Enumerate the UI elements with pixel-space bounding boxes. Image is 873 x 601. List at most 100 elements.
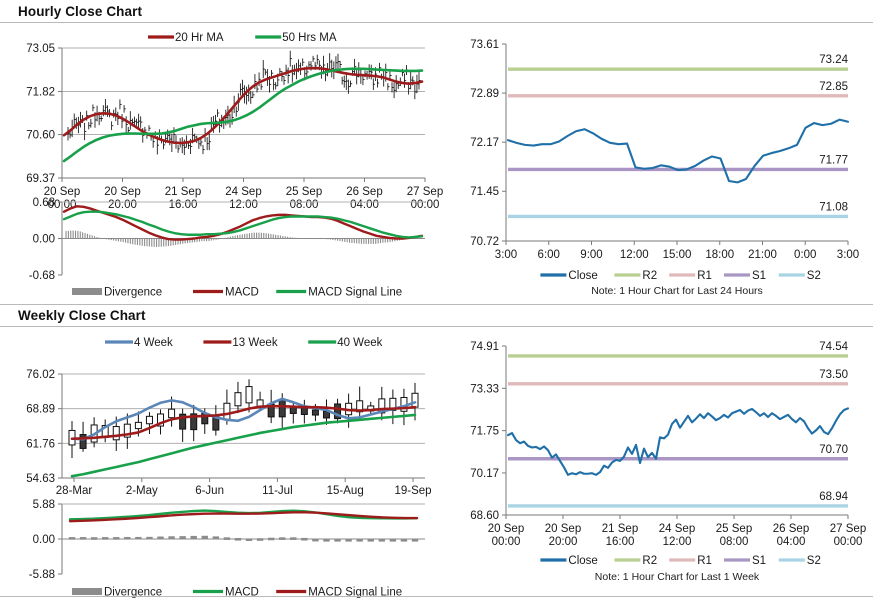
divergence-bar (201, 535, 208, 539)
weekly-title-text: Weekly Close Chart (18, 308, 146, 323)
hourly-pivot-axis: 70.72 71.45 72.17 72.89 73.61 (470, 39, 848, 248)
hourly-pivot-chart[interactable]: 70.72 71.45 72.17 72.89 73.61 73.24 72.85 71.77… (440, 26, 873, 301)
x-axis-date-label: 21 Sep (602, 523, 638, 535)
y-axis-label: 71.45 (470, 186, 499, 198)
pivot-label-r1: 72.85 (819, 81, 848, 93)
hourly-close-chart-canvas[interactable]: 20 Hr MA 50 Hrs MA 69.37 70.60 71.82 73.05 20 … (0, 26, 443, 301)
divergence-bar (146, 536, 153, 540)
x-axis-label: 9:00 (580, 249, 602, 261)
series-line-macd-signal-line (62, 210, 424, 239)
legend-label-13-week: 13 Week (232, 337, 277, 349)
hourly-section-title: Hourly Close Chart (18, 4, 142, 19)
hourly-pivot-chart-canvas[interactable]: 70.72 71.45 72.17 72.89 73.61 73.24 72.85 71.77… (440, 26, 873, 301)
divergence-bar (179, 536, 186, 539)
series-line-13-week (70, 404, 417, 441)
series-line-4-week (70, 397, 417, 441)
y-axis-label: 73.33 (470, 383, 499, 395)
x-axis-date-label: 27 Sep (407, 186, 443, 198)
x-axis-date-label: 25 Sep (716, 523, 752, 535)
y-axis-label: 70.17 (470, 468, 499, 480)
series-line-40-week (70, 413, 417, 478)
legend-label-50-hrs-ma: 50 Hrs MA (282, 32, 337, 44)
series-line-20-hr-ma (62, 66, 424, 145)
weekly-pivot-chart[interactable]: 68.60 70.17 71.75 73.33 74.91 74.54 73.50 70.70… (440, 330, 873, 598)
legend-label-macd: MACD (225, 587, 259, 599)
divergence-bar (256, 538, 264, 541)
y-axis-label: 71.75 (470, 426, 499, 438)
divergence-bar (135, 536, 142, 540)
divergence-bar (90, 537, 98, 540)
candle-body (79, 434, 87, 449)
legend-label-macd-signal-line: MACD Signal Line (308, 587, 402, 599)
divergence-bar (367, 539, 374, 542)
x-axis-label: 6:00 (538, 249, 560, 261)
legend-swatch-divergence (72, 288, 102, 295)
y-axis-label: 69.37 (26, 173, 55, 185)
hourly-close-chart[interactable]: 20 Hr MA 50 Hrs MA 69.37 70.60 71.82 73.05 20 … (0, 26, 443, 301)
candle-body (311, 409, 319, 416)
weekly-close-chart[interactable]: 4 Week 13 Week 40 Week 54.63 61.76 68.89 76.02… (0, 330, 440, 599)
hourly-pivot-note: Note: 1 Hour Chart for Last 24 Hours (591, 285, 763, 297)
hourly-title-text: Hourly Close Chart (18, 4, 143, 19)
weekly-pivot-legend: Close R2 R1 S1 S2 (540, 555, 821, 567)
x-axis-time-label: 08:00 (290, 199, 319, 211)
pivot-label-s1: 70.70 (819, 444, 848, 456)
x-axis-label: 15:00 (663, 249, 692, 261)
x-axis-time-label: 12:00 (229, 199, 258, 211)
series-line-close (506, 118, 850, 184)
x-axis-label: 18:00 (705, 249, 734, 261)
divergence-bar (400, 539, 408, 542)
divergence-bar (389, 539, 397, 542)
x-axis-label: 3:00 (495, 249, 517, 261)
y-axis-label: 5.88 (33, 499, 55, 511)
y-axis-label: 70.72 (470, 236, 499, 248)
x-axis-date-label: 25 Sep (286, 186, 322, 198)
divergence-bar (356, 539, 363, 542)
y-axis-label: 72.17 (470, 137, 499, 149)
y-axis-label: 73.05 (26, 43, 55, 55)
divergence-bar (323, 539, 330, 542)
y-axis-label: 61.76 (26, 438, 55, 450)
x-axis-time-label: 00:00 (834, 536, 863, 548)
y-axis-label: -0.68 (29, 270, 55, 282)
x-axis-time-label: 08:00 (720, 536, 749, 548)
pivot-label-s2: 71.08 (819, 201, 848, 213)
legend-label-macd: MACD (225, 287, 259, 299)
candle-body (112, 426, 120, 441)
legend-label-close: Close (568, 555, 597, 567)
divergence-bar (113, 537, 120, 540)
x-axis-label: 15-Aug (327, 485, 364, 497)
divergence-bar (234, 537, 242, 541)
x-axis-date-label: 26 Sep (346, 186, 382, 198)
title-divider-weekly (0, 326, 873, 327)
pivot-label-s2: 68.94 (819, 491, 848, 503)
y-axis-label: 0.00 (33, 534, 55, 546)
legend-label-r1: R1 (697, 555, 712, 567)
bottom-divider (0, 596, 873, 597)
y-axis-label: 74.91 (470, 341, 499, 353)
hourly-price-legend: 20 Hr MA 50 Hrs MA (148, 32, 337, 44)
y-axis-label: 73.61 (470, 39, 499, 51)
legend-label-s1: S1 (752, 270, 766, 282)
legend-label-divergence: Divergence (104, 587, 162, 599)
weekly-pivot-chart-canvas[interactable]: 68.60 70.17 71.75 73.33 74.91 74.54 73.50 70.70… (440, 330, 873, 598)
divergence-bar (334, 539, 341, 542)
weekly-close-chart-canvas[interactable]: 4 Week 13 Week 40 Week 54.63 61.76 68.89 76.02… (0, 330, 440, 599)
x-axis-label: 11-Jul (262, 485, 292, 497)
title-divider-hourly (0, 22, 873, 23)
legend-label-close: Close (568, 270, 597, 282)
divergence-bar (279, 537, 286, 540)
x-axis-date-label: 20 Sep (545, 523, 581, 535)
divergence-bar (345, 539, 352, 542)
legend-label-r2: R2 (642, 270, 657, 282)
x-axis-time-label: 20:00 (108, 199, 137, 211)
candle-body (157, 413, 165, 427)
legend-label-4-week: 4 Week (134, 337, 173, 349)
x-axis-label: 12:00 (620, 249, 649, 261)
x-axis-label: 19-Sep (394, 485, 431, 497)
x-axis-date-label: 20 Sep (104, 186, 140, 198)
x-axis-date-label: 27 Sep (830, 523, 866, 535)
divergence-bar (301, 537, 308, 541)
x-axis-time-label: 00:00 (411, 199, 440, 211)
